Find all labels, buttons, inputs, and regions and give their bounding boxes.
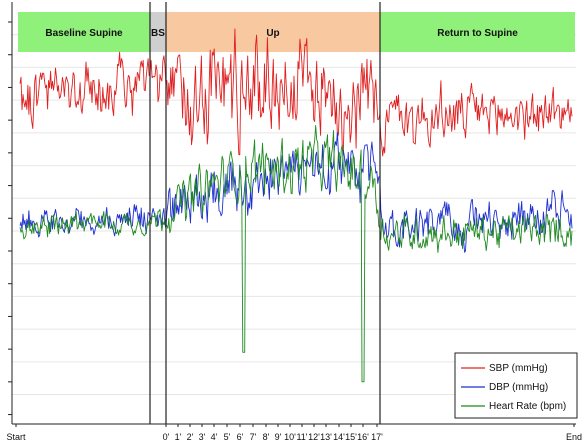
- phase-bands: Baseline Supine BS Up Return to Supine: [18, 12, 575, 52]
- legend-label: SBP (mmHg): [489, 363, 548, 374]
- series-lines: [19, 28, 573, 383]
- phase-label: Up: [266, 28, 279, 39]
- legend-box: [454, 352, 578, 419]
- x-tick-label: 15': [345, 432, 357, 442]
- phase-label: Baseline Supine: [45, 28, 123, 39]
- x-tick-label: 10': [284, 432, 296, 442]
- x-tick-label: 12': [308, 432, 320, 442]
- y-ticks: [8, 21, 12, 416]
- x-tick-label: 3': [199, 432, 206, 442]
- phase-label: Return to Supine: [437, 28, 518, 39]
- x-tick-label: 2': [187, 432, 194, 442]
- series-line-2: [19, 125, 573, 383]
- x-tick-label: 17': [371, 432, 383, 442]
- x-tick-label: 1': [175, 432, 182, 442]
- x-tick-label: 7': [250, 432, 257, 442]
- legend: SBP (mmHg) DBP (mmHg) Heart Rate (bpm): [454, 352, 578, 419]
- x-tick-label: 16': [357, 432, 369, 442]
- x-tick-label: 4': [211, 432, 218, 442]
- x-tick-label: 14': [333, 432, 345, 442]
- x-tick-labels: Start 0' 1' 2' 3' 4' 5' 6' 7' 8' 9' 10' 11' 12' 13' 14'…: [6, 424, 582, 442]
- x-tick-label: Start: [6, 432, 26, 442]
- x-tick-label: 13': [320, 432, 332, 442]
- x-tick-label: 6': [237, 432, 244, 442]
- phase-band: [166, 12, 380, 52]
- phase-label: BS: [151, 28, 165, 39]
- legend-label: DBP (mmHg): [489, 382, 548, 393]
- phase-separators: [149, 2, 381, 424]
- x-tick-label: 8': [263, 432, 270, 442]
- x-tick-label: 0': [163, 432, 170, 442]
- phase-band: [380, 12, 575, 52]
- legend-label: Heart Rate (bpm): [489, 401, 566, 412]
- x-tick-label: 9': [275, 432, 282, 442]
- x-tick-label: 5': [224, 432, 231, 442]
- series-line-0: [19, 28, 573, 157]
- x-tick-label: 11': [296, 432, 307, 442]
- x-tick-label: End: [566, 432, 582, 442]
- phase-band: [18, 12, 150, 52]
- phase-band: [150, 12, 166, 52]
